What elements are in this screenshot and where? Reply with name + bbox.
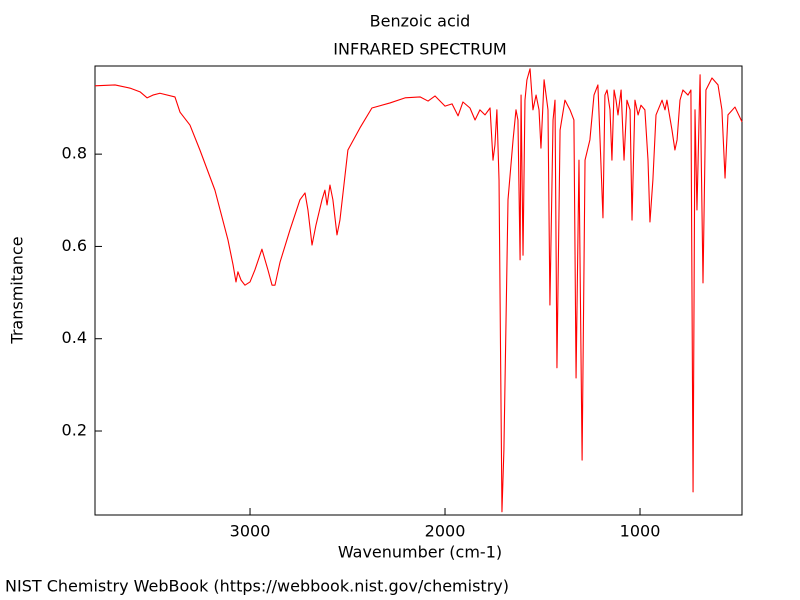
y-tick-label: 0.6 [62, 236, 87, 255]
x-tick-label: 3000 [230, 522, 271, 541]
chart-subtitle: INFRARED SPECTRUM [333, 40, 506, 59]
x-axis-label: Wavenumber (cm-1) [338, 543, 502, 562]
plot-frame [94, 65, 743, 516]
y-tick-label: 0.4 [62, 328, 87, 347]
y-tick-label: 0.8 [62, 144, 87, 163]
chart-title: Benzoic acid [370, 12, 471, 31]
source-note: NIST Chemistry WebBook (https://webbook.… [5, 577, 509, 596]
y-axis-label: Transmitance [8, 236, 27, 344]
x-tick-label: 2000 [425, 522, 466, 541]
y-tick-label: 0.2 [62, 421, 87, 440]
spectrum-line [94, 68, 743, 513]
x-tick-label: 1000 [620, 522, 661, 541]
